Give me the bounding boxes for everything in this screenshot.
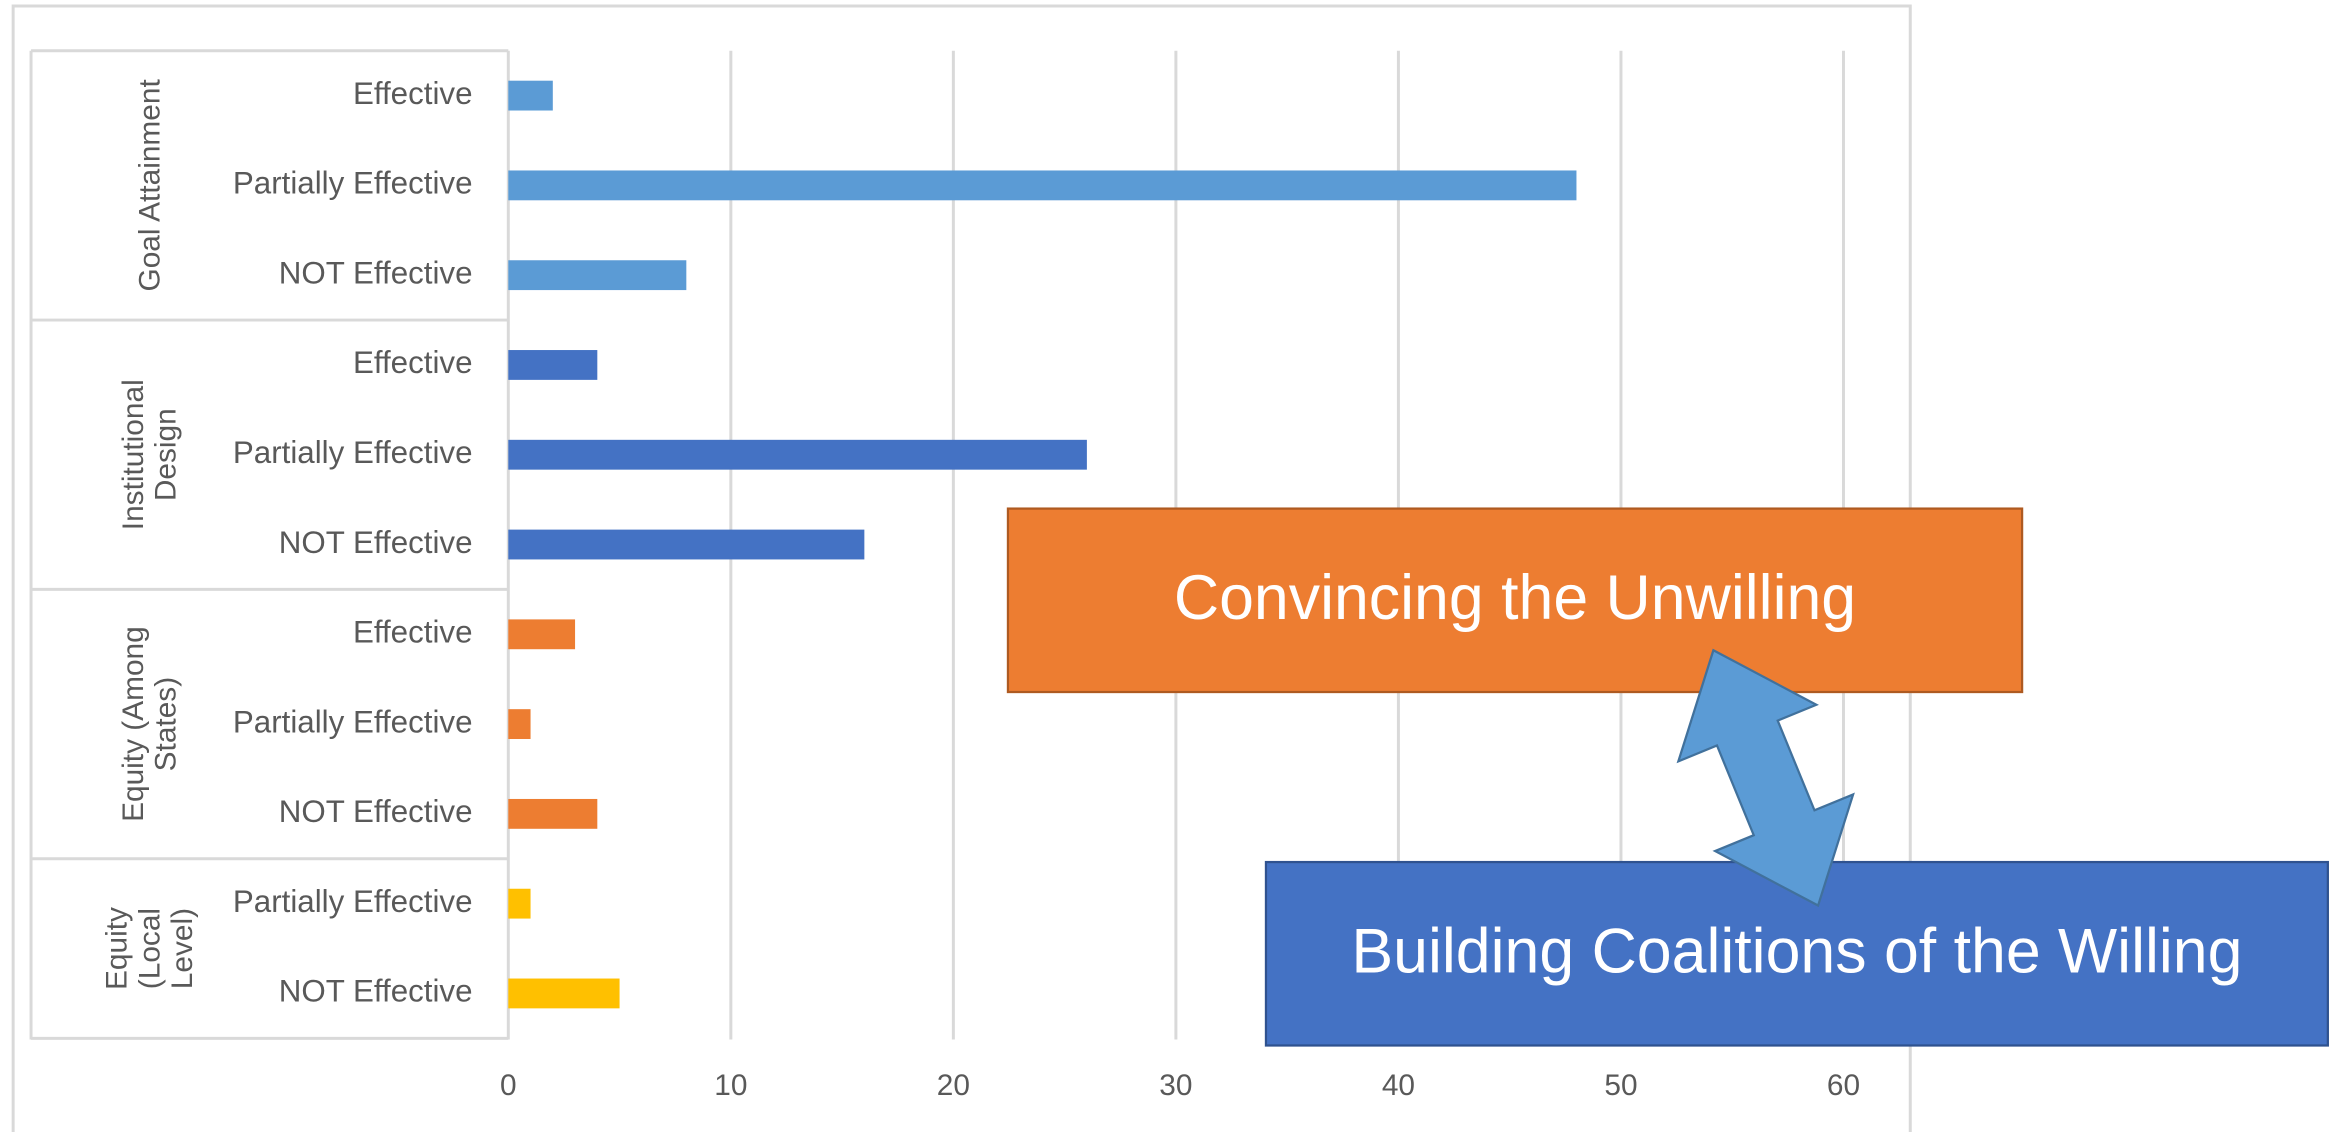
- category-label: NOT Effective: [279, 525, 473, 560]
- annotation-blue: Building Coalitions of the Willing: [1264, 860, 2329, 1047]
- x-tick-label: 0: [500, 1069, 517, 1102]
- bar: [508, 798, 598, 829]
- annotation-text: Building Coalitions of the Willing: [1351, 917, 2242, 987]
- annotation-orange: Convincing the Unwilling: [1006, 507, 2024, 694]
- x-tick-label: 60: [1827, 1069, 1860, 1102]
- bar: [508, 978, 620, 1009]
- x-tick-label: 40: [1382, 1069, 1415, 1102]
- bar: [508, 888, 531, 919]
- category-label: Partially Effective: [233, 166, 473, 201]
- annotation-text: Convincing the Unwilling: [1174, 563, 1856, 633]
- category-label: Effective: [353, 76, 473, 111]
- x-tick-label: 30: [1159, 1069, 1192, 1102]
- group-label-text: Equity (Among States): [117, 626, 184, 822]
- category-label: Effective: [353, 615, 473, 650]
- bar: [508, 439, 1087, 470]
- double-arrow: [1676, 648, 1855, 908]
- group-label-text: Goal Attainment: [133, 79, 167, 292]
- x-tick-label: 20: [937, 1069, 970, 1102]
- bar: [508, 350, 598, 380]
- bar: [508, 260, 687, 291]
- annotation-box: [1006, 507, 2024, 694]
- group-label-text: Equity (Local Level): [101, 907, 200, 991]
- bar: [508, 170, 1577, 201]
- category-label: NOT Effective: [279, 974, 473, 1009]
- category-label: Partially Effective: [233, 435, 473, 470]
- group-label: Equity (Local Level): [101, 907, 200, 991]
- bar: [508, 619, 576, 650]
- bar: [508, 80, 553, 111]
- group-label-text: Institutional Design: [117, 379, 184, 531]
- category-label: Partially Effective: [233, 704, 473, 739]
- bar: [508, 529, 865, 560]
- category-label: NOT Effective: [279, 794, 473, 829]
- x-tick-label: 50: [1604, 1069, 1637, 1102]
- x-tick-label: 10: [714, 1069, 747, 1102]
- category-label: Effective: [353, 345, 473, 380]
- group-label: Equity (Among States): [117, 626, 184, 822]
- category-label: Partially Effective: [233, 884, 473, 919]
- group-label: Institutional Design: [117, 379, 184, 531]
- group-label: Goal Attainment: [133, 79, 167, 292]
- category-label: NOT Effective: [279, 255, 473, 290]
- bar: [508, 709, 531, 740]
